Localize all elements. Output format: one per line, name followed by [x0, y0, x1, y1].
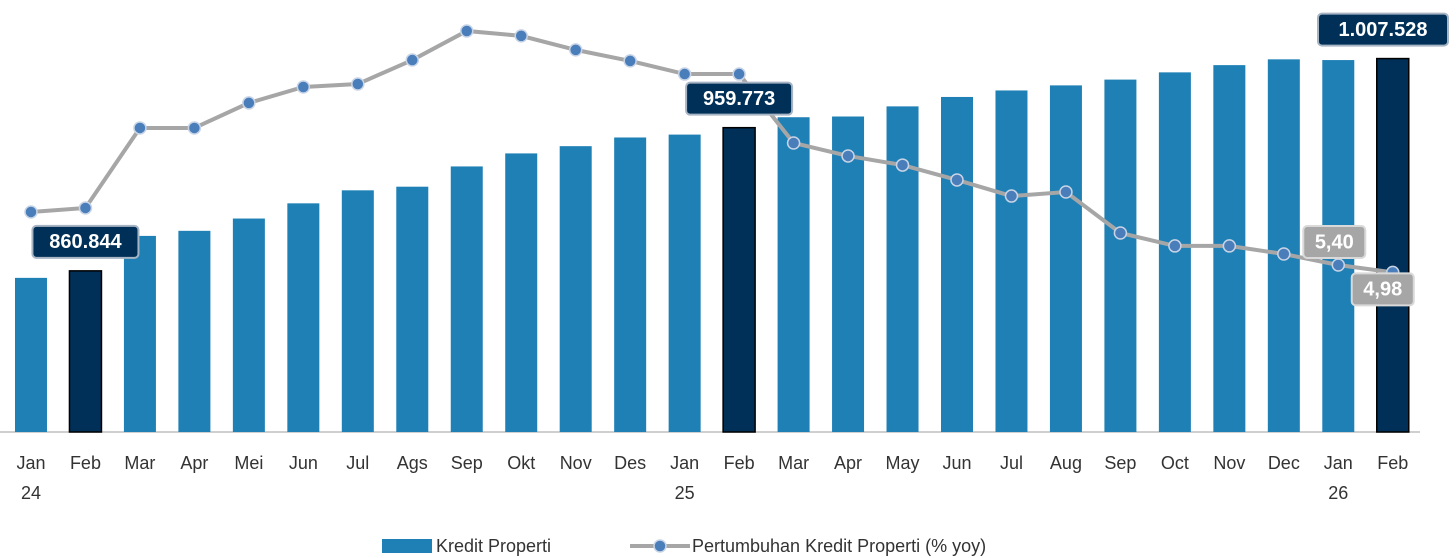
line-marker — [78, 201, 93, 215]
data-label: 860.844 — [31, 224, 140, 259]
bar — [396, 186, 429, 432]
legend-marker — [653, 539, 667, 553]
x-tick-label: Sep — [451, 453, 483, 473]
x-tick-label: Jun — [289, 453, 318, 473]
bar — [178, 230, 211, 432]
bar — [722, 126, 756, 433]
bar — [1267, 59, 1300, 433]
x-tick-label: Aug — [1050, 453, 1082, 473]
bar — [614, 137, 647, 433]
x-tick-label: Apr — [834, 453, 862, 473]
line-marker — [895, 158, 910, 172]
x-tick-label: Apr — [180, 453, 208, 473]
bar — [505, 153, 538, 432]
line-marker — [133, 121, 147, 135]
data-label-text: 5,40 — [1315, 231, 1354, 253]
x-tick-label: Feb — [70, 453, 101, 473]
line-marker — [1222, 239, 1237, 253]
line-marker — [732, 67, 746, 81]
data-label-text: 959.773 — [703, 88, 775, 110]
legend-label: Kredit Properti — [436, 536, 551, 556]
line-marker — [568, 43, 583, 57]
line-marker — [623, 54, 637, 68]
line-marker — [950, 173, 964, 187]
line-marker — [1277, 247, 1291, 261]
line-marker — [351, 77, 365, 91]
line-marker — [1004, 189, 1019, 203]
x-tick-label: Jul — [346, 453, 369, 473]
bar — [777, 117, 810, 432]
line-marker — [187, 121, 202, 135]
line-marker — [1168, 239, 1182, 253]
x-tick-label: Des — [614, 453, 646, 473]
line-marker — [24, 205, 38, 219]
data-label-box — [1317, 12, 1449, 47]
x-tick-label: Nov — [560, 453, 592, 473]
line-marker — [460, 24, 474, 38]
bar — [832, 116, 865, 433]
bar — [668, 134, 701, 433]
line-marker — [405, 53, 420, 67]
line-marker — [1113, 226, 1128, 240]
line-marker — [242, 96, 256, 110]
data-label-box — [1302, 225, 1367, 260]
legend-swatch — [382, 539, 432, 553]
x-tick-label: Mar — [778, 453, 809, 473]
data-label-text: 4,98 — [1363, 279, 1402, 301]
bar — [1104, 79, 1137, 432]
bar — [68, 270, 103, 433]
data-label: 959.773 — [685, 81, 794, 116]
line — [30, 28, 1394, 275]
x-tick-label: Jul — [1000, 453, 1023, 473]
data-label: 1.007.528 — [1317, 12, 1449, 47]
x-tick-label: Mei — [234, 453, 263, 473]
x-tick-label: Mar — [124, 453, 155, 473]
line-marker — [514, 29, 528, 43]
x-tick-label: Jan 25 — [670, 453, 699, 503]
data-label: 5,40 — [1302, 225, 1367, 260]
bar — [1049, 85, 1082, 432]
bar — [232, 218, 265, 432]
line-marker — [1059, 185, 1073, 199]
line-marker — [296, 80, 311, 94]
x-tick-label: Jun — [942, 453, 971, 473]
data-label-box — [1350, 272, 1415, 307]
data-label-text: 860.844 — [49, 231, 122, 253]
line-marker — [677, 67, 692, 81]
data-label-box — [31, 224, 140, 259]
line-marker — [786, 136, 801, 150]
bar — [940, 96, 973, 433]
bar — [886, 106, 919, 432]
bar — [14, 277, 47, 432]
bar — [341, 190, 374, 432]
x-tick-label: Jan 24 — [16, 453, 45, 503]
x-tick-label: Okt — [507, 453, 535, 473]
line-marker — [1331, 258, 1346, 272]
x-tick-label: Sep — [1104, 453, 1136, 473]
x-tick-label: Oct — [1161, 453, 1189, 473]
x-tick-label: May — [886, 453, 920, 473]
data-label-text: 1.007.528 — [1339, 19, 1428, 41]
x-tick-label: Jan 26 — [1324, 453, 1353, 503]
bar — [287, 203, 320, 432]
x-tick-label: Nov — [1213, 453, 1245, 473]
bar — [995, 90, 1028, 432]
x-tick-label: Feb — [724, 453, 755, 473]
legend-label: Pertumbuhan Kredit Properti (% yoy) — [692, 536, 986, 556]
bar — [559, 146, 592, 433]
bar — [450, 166, 483, 432]
line-marker — [841, 149, 855, 163]
bar — [1376, 57, 1410, 433]
data-label: 4,98 — [1350, 272, 1415, 307]
data-label-box — [685, 81, 794, 116]
x-tick-label: Feb — [1377, 453, 1408, 473]
x-tick-label: Ags — [397, 453, 428, 473]
x-tick-label: Dec — [1268, 453, 1300, 473]
bar — [123, 235, 156, 432]
